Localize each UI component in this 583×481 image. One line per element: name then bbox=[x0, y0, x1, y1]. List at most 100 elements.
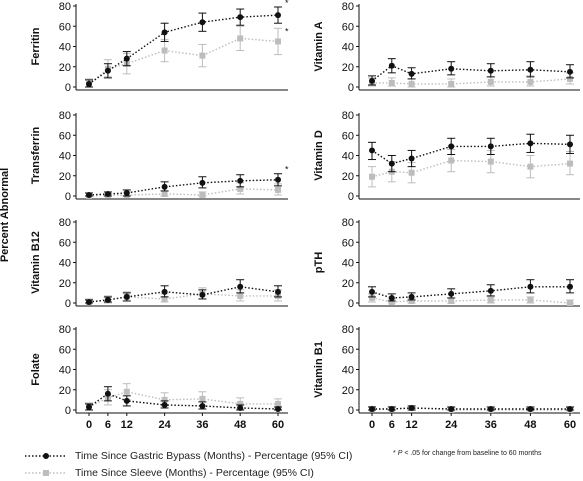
footnote-p: P bbox=[397, 450, 403, 457]
panel-title: Vitamin B12 bbox=[30, 231, 42, 294]
data-point-bypass bbox=[104, 296, 111, 303]
y-tick-label: 60 bbox=[342, 130, 354, 142]
data-point-sleeve bbox=[161, 190, 168, 197]
y-tick-label: 80 bbox=[59, 1, 71, 13]
data-point-bypass bbox=[448, 65, 455, 72]
y-tick-label: 60 bbox=[59, 130, 71, 142]
y-axis-title-group: Percent Abnormal bbox=[0, 168, 11, 262]
data-point-bypass bbox=[86, 80, 92, 87]
data-point-bypass bbox=[199, 19, 206, 26]
x-tick-label: 12 bbox=[405, 419, 417, 431]
x-tick-label: 6 bbox=[105, 419, 111, 431]
data-point-sleeve bbox=[237, 292, 244, 299]
x-tick-label: 24 bbox=[158, 419, 171, 431]
data-point-sleeve bbox=[161, 47, 168, 54]
series-line-bypass bbox=[88, 393, 279, 410]
y-tick-label: 60 bbox=[342, 21, 354, 33]
data-point-sleeve bbox=[237, 35, 244, 42]
y-tick-label: 80 bbox=[342, 1, 354, 13]
legend-label-bypass: Time Since Gastric Bypass (Months) - Per… bbox=[75, 449, 353, 462]
data-point-sleeve bbox=[567, 300, 573, 306]
series-line-bypass bbox=[371, 142, 571, 165]
data-point-bypass bbox=[487, 405, 494, 412]
data-point-sleeve bbox=[408, 80, 415, 87]
x-tick-label: 0 bbox=[86, 419, 92, 431]
y-axis-title: Percent Abnormal bbox=[0, 168, 11, 262]
data-point-bypass bbox=[388, 160, 395, 167]
data-point-bypass bbox=[408, 404, 415, 411]
x-tick-label: 48 bbox=[524, 419, 536, 431]
data-point-bypass bbox=[567, 283, 573, 290]
series-line-bypass bbox=[371, 286, 570, 299]
data-point-sleeve bbox=[408, 297, 415, 304]
data-point-bypass bbox=[567, 405, 573, 412]
y-tick-label: 0 bbox=[65, 298, 71, 310]
y-tick-label: 60 bbox=[342, 237, 354, 249]
y-tick-label: 20 bbox=[342, 278, 354, 290]
data-point-bypass bbox=[161, 183, 168, 190]
y-tick-label: 80 bbox=[59, 110, 71, 122]
data-point-bypass bbox=[567, 141, 573, 148]
data-point-bypass bbox=[275, 176, 281, 183]
y-tick-label: 0 bbox=[65, 191, 71, 203]
data-point-sleeve bbox=[237, 400, 244, 407]
y-tick-label: 20 bbox=[342, 385, 354, 397]
data-point-bypass bbox=[86, 191, 92, 198]
data-point-bypass bbox=[448, 143, 455, 150]
data-point-sleeve bbox=[237, 185, 244, 192]
data-point-sleeve bbox=[448, 80, 455, 87]
x-tick-label: 60 bbox=[564, 419, 576, 431]
data-point-bypass bbox=[237, 404, 244, 411]
data-point-bypass bbox=[104, 67, 111, 74]
legend-swatch-bypass bbox=[25, 452, 67, 459]
data-point-sleeve bbox=[199, 52, 206, 59]
data-point-sleeve bbox=[161, 295, 168, 302]
y-tick-label: 40 bbox=[342, 258, 354, 270]
series-line-sleeve bbox=[88, 188, 279, 197]
significance-marker: * bbox=[285, 165, 289, 175]
data-point-bypass bbox=[161, 288, 168, 295]
data-point-bypass bbox=[199, 179, 206, 186]
y-tick-label: 0 bbox=[348, 405, 354, 417]
data-point-bypass bbox=[527, 66, 534, 73]
panel-title: Vitamin D bbox=[313, 130, 325, 181]
data-point-bypass bbox=[123, 55, 130, 62]
data-point-bypass bbox=[104, 190, 111, 197]
significance-marker: * bbox=[285, 0, 289, 8]
x-tick-label: 36 bbox=[196, 419, 208, 431]
data-point-bypass bbox=[199, 402, 206, 409]
x-tick-label: 12 bbox=[121, 419, 133, 431]
data-point-sleeve bbox=[527, 78, 534, 85]
y-tick-label: 80 bbox=[342, 217, 354, 229]
significance-marker: * bbox=[285, 26, 289, 36]
data-point-sleeve bbox=[275, 400, 281, 407]
data-point-sleeve bbox=[487, 78, 494, 85]
y-tick-label: 20 bbox=[59, 278, 71, 290]
y-tick-label: 60 bbox=[59, 344, 71, 356]
data-point-bypass bbox=[388, 62, 395, 69]
series-line-sleeve bbox=[371, 159, 571, 178]
data-point-bypass bbox=[388, 294, 395, 301]
data-point-sleeve bbox=[199, 395, 206, 402]
series-line-bypass bbox=[88, 179, 279, 196]
y-tick-label: 60 bbox=[59, 21, 71, 33]
data-point-bypass bbox=[275, 405, 281, 412]
data-point-sleeve bbox=[487, 296, 494, 303]
data-point-bypass bbox=[275, 12, 281, 19]
data-point-bypass bbox=[369, 288, 375, 295]
data-point-bypass bbox=[527, 140, 534, 147]
y-tick-label: 80 bbox=[59, 217, 71, 229]
data-point-sleeve bbox=[448, 157, 455, 164]
panel-title: Ferritin bbox=[30, 27, 42, 65]
data-point-bypass bbox=[199, 291, 206, 298]
panel-title: Vitamin B1 bbox=[313, 341, 325, 398]
data-point-sleeve bbox=[275, 38, 281, 45]
y-tick-label: 40 bbox=[342, 365, 354, 377]
series-line-sleeve bbox=[372, 78, 571, 85]
series-line-bypass bbox=[372, 407, 570, 410]
data-point-sleeve bbox=[275, 186, 281, 193]
y-tick-label: 40 bbox=[59, 151, 71, 163]
footnote-text: < .05 for change from baseline to 60 mon… bbox=[404, 450, 542, 457]
data-point-sleeve bbox=[123, 388, 130, 395]
